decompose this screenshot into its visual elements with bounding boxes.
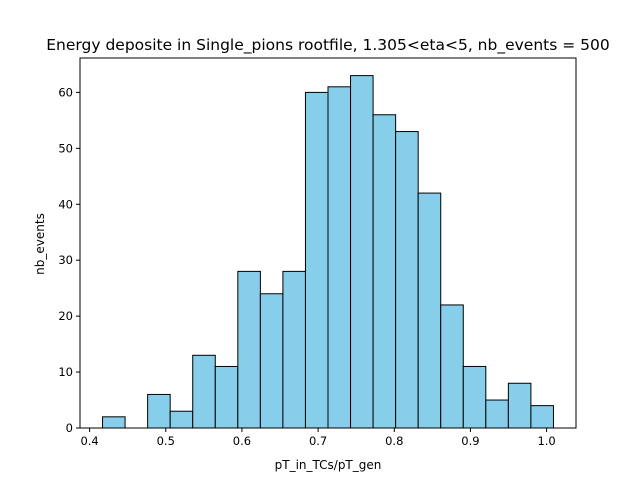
- x-axis-label: pT_in_TCs/pT_gen: [275, 458, 382, 472]
- x-tick-label: 1.0: [537, 434, 555, 448]
- chart-title: Energy deposite in Single_pions rootfile…: [46, 36, 610, 55]
- plot-frame: [79, 57, 577, 429]
- y-tick-label: 0: [66, 421, 73, 435]
- histogram-bar: [192, 354, 216, 429]
- histogram-bar: [237, 270, 261, 429]
- y-axis: 0 10 20 30 40 50 60: [58, 85, 80, 435]
- histogram-bar: [169, 410, 194, 429]
- histogram-bar: [507, 382, 532, 429]
- histogram-bar: [282, 270, 306, 429]
- histogram-bar: [304, 91, 329, 429]
- histogram-bar: [530, 405, 554, 429]
- histogram-bar: [147, 393, 171, 429]
- x-tick-label: 0.8: [385, 434, 403, 448]
- histogram-bar: [395, 131, 419, 429]
- histogram-bar: [327, 86, 352, 429]
- x-tick-label: 0.9: [461, 434, 479, 448]
- y-axis-label: nb_events: [33, 213, 47, 275]
- histogram-bar: [350, 75, 374, 429]
- x-axis: 0.4 0.5 0.6 0.7 0.8 0.9 1.0: [80, 428, 556, 448]
- y-tick-label: 30: [58, 253, 73, 267]
- y-tick-label: 40: [58, 197, 73, 211]
- x-tick-label: 0.7: [309, 434, 327, 448]
- bars-group: [102, 75, 554, 429]
- x-tick-label: 0.5: [157, 434, 175, 448]
- histogram-bar: [485, 399, 509, 429]
- histogram-bar: [102, 416, 126, 429]
- x-tick-label: 0.4: [80, 434, 98, 448]
- histogram-bar: [440, 304, 464, 429]
- y-tick-label: 20: [58, 309, 73, 323]
- histogram-bar: [417, 192, 442, 429]
- y-tick-label: 10: [58, 365, 73, 379]
- y-tick-label: 50: [58, 141, 73, 155]
- histogram-bar: [259, 293, 284, 429]
- histogram-bar: [372, 114, 397, 429]
- histogram-bar: [214, 365, 239, 429]
- histogram-bar: [462, 365, 487, 429]
- y-tick-label: 60: [58, 85, 73, 99]
- x-tick-label: 0.6: [233, 434, 251, 448]
